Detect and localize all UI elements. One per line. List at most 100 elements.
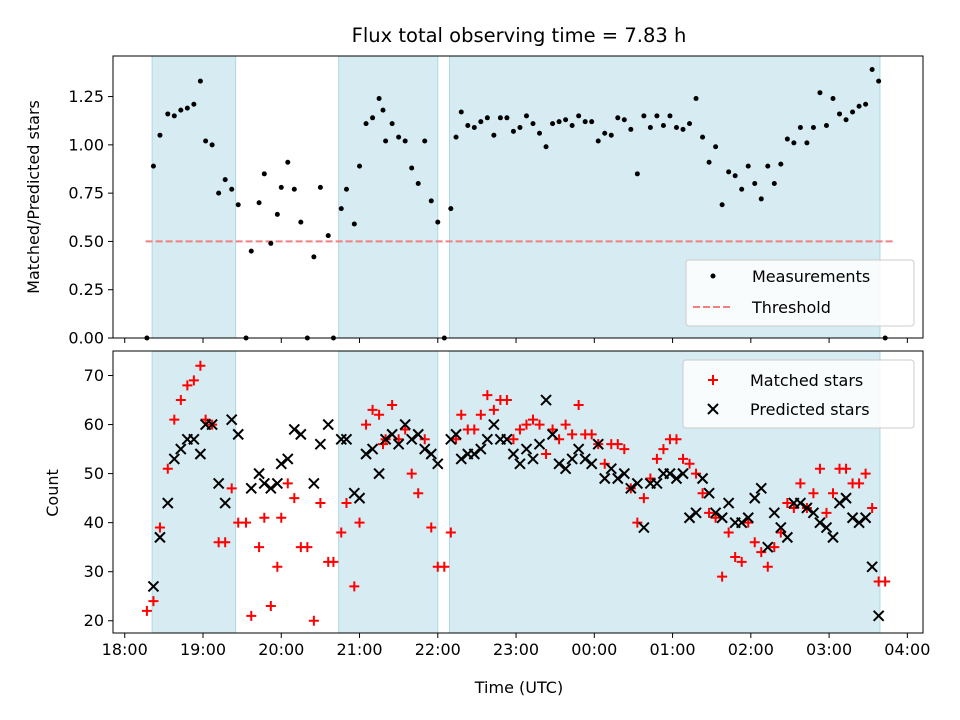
bottom-predicted-point [742,512,754,524]
top-measurement-point [700,134,706,140]
top-measurement-point [338,206,344,212]
bottom-predicted-point [295,428,307,441]
top-measurement-point [680,126,686,132]
top-y-tick-label: 0.75 [68,184,104,203]
bottom-matched-point [282,478,293,489]
bottom-y-tick-label: 20 [84,611,104,630]
bottom-predicted-point [468,448,481,460]
bottom-matched-point [475,409,486,420]
top-measurement-point [383,138,389,144]
top-measurement-point [647,124,653,130]
chart-title: Flux total observing time = 7.83 h [352,24,687,47]
top-measurement-point [589,119,595,125]
bottom-matched-point [619,444,630,455]
bottom-matched-point [175,395,186,406]
bottom-predicted-point [840,492,852,504]
bottom-predicted-point [762,541,774,553]
bottom-matched-point [349,581,360,592]
bottom-matched-point [148,596,159,607]
bottom-predicted-point [392,438,405,450]
top-legend-box [685,259,915,327]
bottom-matched-point [749,537,760,548]
bottom-matched-point [419,434,430,445]
bottom-predicted-point [245,482,257,495]
bottom-matched-point [413,488,424,499]
bottom-predicted-point [147,580,160,593]
bottom-predicted-point [265,482,277,495]
bottom-predicted-point [225,413,238,426]
top-measurement-point [422,138,428,144]
top-measurement-point [357,163,363,169]
bottom-y-tick-label: 30 [84,562,104,581]
bottom-predicted-point [566,453,578,465]
bottom-predicted-point [514,458,526,470]
bottom-predicted-point [859,512,872,524]
bottom-matched-point [534,419,545,430]
bottom-matched-point [638,493,649,504]
top-measurement-point [415,180,421,186]
x-tick-label: 19:00 [180,640,226,659]
top-measurement-point [876,78,882,84]
bottom-matched-point [393,434,404,445]
top-measurement-point [823,123,829,129]
bottom-y-tick-label: 40 [84,513,104,532]
top-measurement-point [530,121,536,127]
bottom-matched-point [374,409,385,420]
top-measurement-point [448,206,454,212]
top-measurement-point [693,95,699,101]
bottom-predicted-point [373,467,385,480]
bottom-predicted-point [527,453,539,465]
bottom-predicted-point [219,497,231,509]
legend-measurement-marker [710,273,716,279]
bottom-matched-point [730,551,741,562]
bottom-matched-point [254,542,265,553]
bottom-matched-point [651,453,662,464]
bottom-matched-point [756,547,767,558]
bottom-frame [112,350,924,634]
top-y-tick-label: 1.00 [68,135,104,154]
top-measurement-point [745,163,751,169]
bottom-matched-point [710,512,721,523]
bottom-matched-point [723,527,734,538]
bottom-predicted-point [425,448,437,460]
bottom-matched-point [612,439,623,450]
top-measurement-point [706,159,712,165]
bottom-matched-point [272,561,283,572]
top-measurement-point [582,119,588,125]
bottom-y-tick-label: 50 [84,464,104,483]
top-measurement-point [465,123,471,129]
bottom-predicted-point [866,561,878,573]
bottom-matched-point [814,463,825,474]
bottom-matched-point [241,517,252,528]
bottom-matched-point [220,537,231,548]
bottom-legend-box [682,359,915,429]
bottom-matched-point [361,419,372,430]
bottom-predicted-point [175,443,187,455]
bottom-predicted-point [820,521,833,534]
top-measurement-point [791,140,797,146]
top-measurement-point [608,132,614,138]
top-measurement-point [713,144,719,150]
bottom-matched-point [328,556,339,567]
bottom-matched-point [795,478,806,489]
bottom-matched-point [828,488,838,499]
legend-threshold-label: Threshold [751,298,831,317]
top-measurement-point [687,121,693,127]
top-measurement-point [732,173,738,179]
top-measurement-point [504,115,510,121]
bottom-predicted-point [379,433,392,445]
bottom-matched-point [573,399,584,410]
x-tick-label: 23:00 [493,640,539,659]
top-measurement-point [804,140,810,146]
bottom-predicted-point [827,531,839,544]
bottom-predicted-point [340,433,353,445]
top-measurement-point [216,190,222,196]
legend-predicted-marker [707,403,719,415]
top-measurement-point [784,136,790,142]
bottom-predicted-point [475,443,487,455]
bottom-predicted-point [716,512,728,524]
bottom-predicted-point [631,477,644,490]
bottom-y-tick-label: 60 [84,415,104,434]
top-measurement-point [209,142,215,148]
bottom-matched-point [788,502,799,513]
